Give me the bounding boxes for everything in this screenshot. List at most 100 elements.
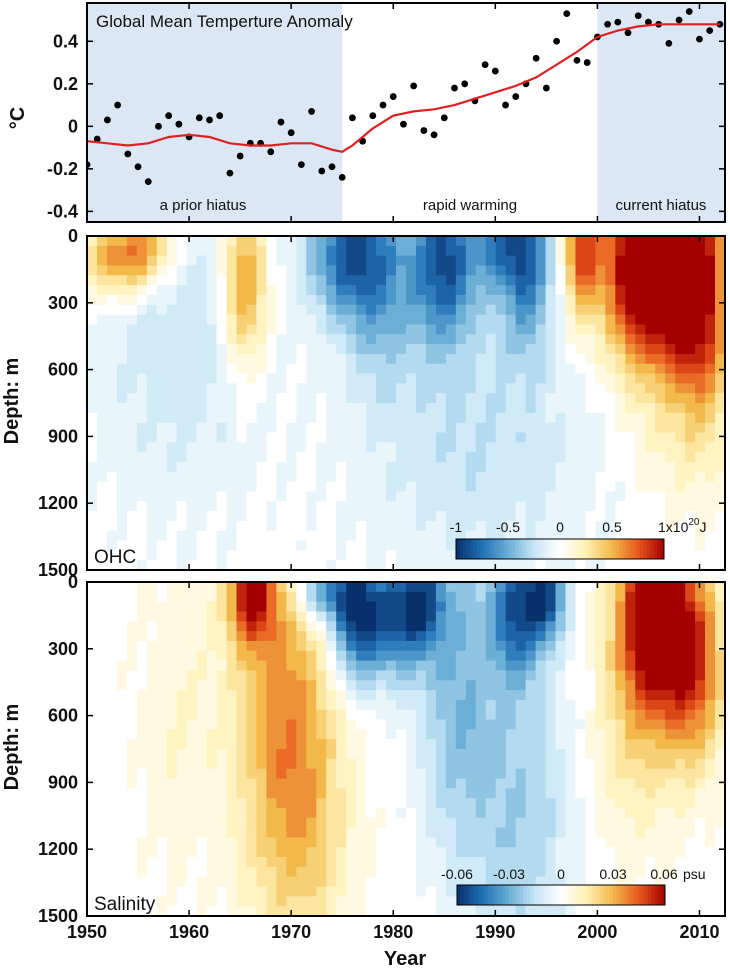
- heatmap-cell: [216, 670, 228, 681]
- heatmap-cell: [625, 611, 636, 622]
- heatmap-cell: [336, 324, 347, 335]
- heatmap-cell: [156, 294, 168, 306]
- heatmap-cell: [505, 373, 517, 384]
- heatmap-cell: [256, 304, 268, 316]
- heatmap-cell: [326, 314, 337, 326]
- heatmap-cell: [415, 324, 427, 335]
- heatmap-cell: [406, 866, 417, 878]
- temperature-point: [400, 120, 407, 128]
- heatmap-cell: [585, 768, 597, 780]
- heatmap-cell: [425, 699, 437, 711]
- heatmap-cell: [336, 896, 347, 907]
- heatmap-cell: [336, 383, 347, 394]
- heatmap-cell: [415, 285, 427, 296]
- heatmap-cell: [435, 285, 447, 296]
- colorbar-step: [474, 885, 479, 905]
- heatmap-cell: [675, 670, 686, 681]
- heatmap-cell: [635, 866, 646, 878]
- heatmap-cell: [276, 461, 287, 473]
- heatmap-cell: [206, 530, 218, 542]
- heatmap-cell: [156, 442, 168, 453]
- colorbar-step: [637, 885, 642, 905]
- heatmap-cell: [106, 265, 118, 276]
- heatmap-cell: [575, 353, 587, 365]
- heatmap-cell: [685, 699, 696, 711]
- heatmap-cell: [435, 393, 447, 404]
- heatmap-cell: [246, 442, 258, 453]
- heatmap-cell: [705, 285, 716, 296]
- heatmap-cell: [615, 432, 626, 443]
- heatmap-cell: [356, 412, 367, 424]
- heatmap-cell: [136, 255, 148, 267]
- heatmap-cell: [635, 393, 646, 404]
- heatmap-cell: [146, 582, 158, 593]
- heatmap-cell: [585, 422, 597, 434]
- heatmap-cell: [256, 778, 268, 789]
- heatmap-cell: [396, 699, 407, 711]
- heatmap-cell: [226, 255, 238, 267]
- heatmap-cell: [216, 709, 228, 721]
- heatmap-cell: [366, 876, 377, 888]
- heatmap-cell: [386, 530, 397, 542]
- heatmap-cell: [465, 236, 477, 247]
- heatmap-cell: [116, 236, 128, 247]
- heatmap-cell: [386, 560, 397, 570]
- heatmap-cell: [435, 739, 447, 750]
- heatmap-cell: [545, 304, 557, 316]
- heatmap-cell: [655, 768, 666, 780]
- heatmap-cell: [246, 511, 258, 522]
- heatmap-cell: [276, 709, 287, 721]
- heatmap-cell: [545, 560, 557, 570]
- heatmap-cell: [366, 621, 377, 632]
- heatmap-cell: [276, 560, 287, 570]
- heatmap-cell: [615, 491, 626, 502]
- heatmap-cell: [435, 827, 447, 839]
- heatmap-cell: [455, 520, 467, 532]
- heatmap-cell: [555, 560, 567, 570]
- heatmap-cell: [655, 582, 666, 593]
- heatmap-cell: [406, 817, 417, 829]
- heatmap-cell: [126, 680, 138, 691]
- colorbar-step: [585, 885, 590, 905]
- heatmap-cell: [126, 422, 138, 434]
- heatmap-cell: [116, 491, 128, 502]
- heatmap-cell: [276, 540, 287, 551]
- heatmap-cell: [645, 363, 656, 375]
- heatmap-cell: [555, 294, 567, 306]
- heatmap-cell: [495, 471, 507, 483]
- heatmap-cell: [645, 866, 656, 878]
- heatmap-cell: [166, 363, 178, 375]
- heatmap-cell: [615, 749, 626, 760]
- temperature-point: [573, 57, 581, 64]
- heatmap-cell: [256, 471, 268, 483]
- temperature-y-label: °C: [7, 107, 29, 129]
- heatmap-cell: [316, 422, 327, 434]
- heatmap-cell: [87, 353, 98, 365]
- heatmap-cell: [615, 501, 626, 512]
- heatmap-cell: [186, 432, 198, 443]
- heatmap-cell: [356, 719, 367, 730]
- heatmap-cell: [595, 520, 606, 532]
- temperature-point: [328, 163, 336, 171]
- heatmap-cell: [415, 344, 427, 355]
- heatmap-cell: [485, 690, 497, 701]
- heatmap-cell: [376, 530, 387, 542]
- heatmap-cell: [425, 660, 437, 672]
- heatmap-cell: [605, 680, 616, 691]
- heatmap-cell: [386, 481, 397, 493]
- heatmap-cell: [176, 817, 188, 829]
- heatmap-cell: [406, 530, 417, 542]
- heatmap-cell: [216, 530, 228, 542]
- heatmap-cell: [236, 768, 248, 780]
- heatmap-cell: [96, 304, 108, 316]
- heatmap-cell: [425, 344, 437, 355]
- heatmap-cell: [515, 640, 527, 652]
- heatmap-cell: [665, 788, 676, 799]
- heatmap-cell: [286, 621, 297, 632]
- heatmap-cell: [715, 294, 725, 306]
- heatmap-cell: [276, 591, 287, 603]
- heatmap-cell: [565, 412, 577, 424]
- heatmap-cell: [495, 403, 507, 414]
- heatmap-cell: [306, 511, 317, 522]
- heatmap-cell: [266, 709, 278, 721]
